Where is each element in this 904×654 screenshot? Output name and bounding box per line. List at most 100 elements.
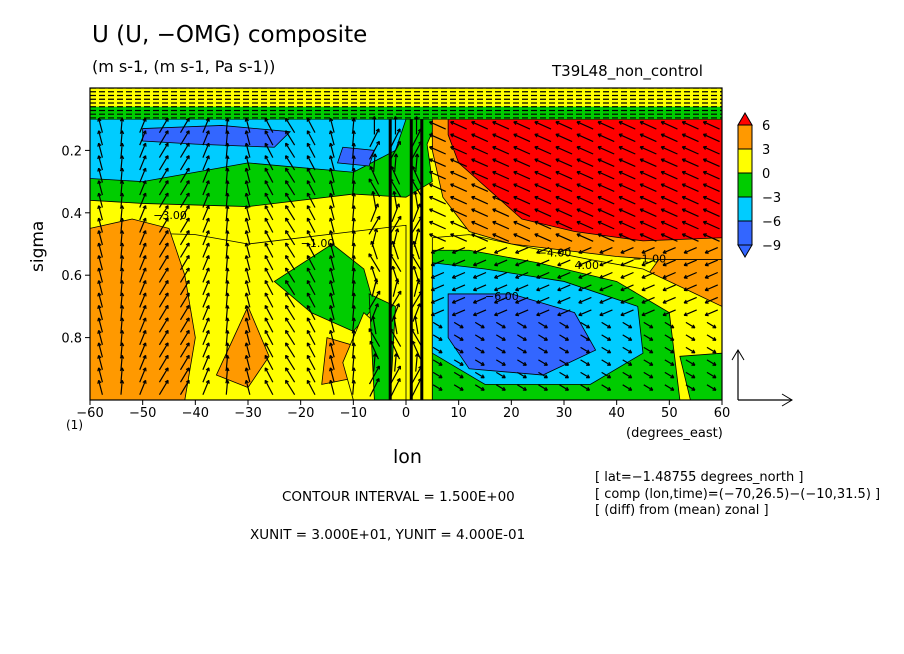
vector-arrowhead [205, 117, 210, 121]
vector-arrowhead [205, 205, 210, 209]
vector-arrowhead [225, 305, 229, 309]
vector-arrow [285, 230, 296, 246]
x-tick-label: −60 [76, 406, 103, 421]
vector-arrow [202, 242, 210, 258]
vector-arrowhead [597, 121, 601, 125]
vector-arrowhead [503, 324, 506, 329]
x-tick-label: −20 [287, 406, 314, 421]
vector-arrowhead [481, 349, 485, 354]
vector-arrowhead [492, 196, 496, 200]
vector-arrow [352, 118, 355, 133]
vector-arrowhead [555, 171, 559, 175]
vector-arrowhead [244, 255, 247, 260]
vector-arrow [245, 168, 251, 183]
x-tick-label: 30 [556, 406, 573, 421]
vector-arrowhead [471, 133, 475, 138]
field-group: −3.00 −1.00 −4.00 −6.00 4.00 −1.00 [90, 88, 722, 400]
vector-arrow [599, 309, 613, 316]
vector-arrowhead [639, 183, 643, 188]
vector-arrow [706, 346, 717, 354]
vector-arrow [576, 146, 594, 155]
vector-arrow [471, 171, 489, 180]
vector-arrow [471, 208, 489, 217]
vector-arrow [618, 183, 636, 192]
vector-arrow [120, 355, 123, 370]
vector-arrow [664, 384, 675, 391]
vector-arrowhead [244, 143, 247, 147]
vector-arrow [620, 284, 634, 291]
vector-arrowhead [608, 386, 612, 391]
vector-arrowhead [439, 349, 443, 354]
vector-arrow [389, 178, 402, 198]
vector-arrowhead [164, 217, 169, 221]
vector-arrow [329, 305, 335, 320]
vector-arrow [557, 296, 571, 304]
vector-arrowhead [244, 205, 247, 210]
vector-arrow [98, 242, 103, 258]
vector-arrowhead [225, 167, 229, 172]
vector-arrowhead [660, 158, 664, 163]
vector-arrowhead [376, 215, 381, 219]
vector-arrowhead [702, 121, 706, 125]
vector-arrow [494, 284, 508, 291]
vector-arrow [662, 296, 676, 304]
vector-arrow [245, 143, 251, 158]
vector-arrowhead [513, 146, 517, 150]
vector-arrow [660, 221, 678, 230]
vector-arrow [264, 280, 274, 296]
vector-arrow [495, 371, 506, 379]
vector-arrowhead [97, 380, 100, 384]
vector-arrowhead [244, 118, 247, 122]
vector-arrow [682, 133, 699, 143]
vector-arrowhead [328, 355, 331, 359]
vector-arrowhead [119, 355, 123, 359]
vector-arrowhead [185, 242, 190, 246]
vector-arrow [429, 196, 446, 205]
vector-arrow [452, 309, 466, 316]
vector-arrowhead [471, 208, 475, 213]
vector-arrowhead [566, 324, 570, 329]
vector-arrowhead [119, 217, 123, 222]
vector-arrowhead [566, 361, 570, 366]
vector-arrow [390, 166, 401, 185]
vector-arrow [622, 346, 633, 354]
vector-arrowhead [328, 267, 331, 272]
vector-arrow [202, 305, 210, 321]
vector-arrow [662, 309, 676, 316]
vector-arrow [513, 183, 531, 192]
vector-arrow [664, 334, 675, 341]
vector-arrowhead [639, 146, 643, 150]
vector-arrow [225, 317, 229, 333]
vector-arrow [660, 133, 678, 143]
vector-arrow [306, 292, 316, 308]
vector-arrow [429, 121, 446, 130]
reference-vector-x-head [781, 393, 793, 407]
vector-arrowhead [225, 280, 229, 284]
vector-arrow [431, 284, 445, 291]
vector-arrow [643, 334, 654, 341]
vector-arrowhead [681, 171, 685, 175]
vector-arrow [534, 233, 552, 242]
y-tick-label: 0.6 [61, 269, 82, 284]
vector-arrow [429, 146, 446, 155]
vector-arrow [706, 384, 717, 391]
vector-arrow [453, 346, 464, 354]
vector-arrow [139, 305, 147, 321]
vector-arrowhead [450, 221, 454, 225]
vector-arrowhead [373, 228, 378, 232]
vector-arrow [225, 193, 229, 208]
vector-arrow [576, 208, 594, 217]
vector-arrowhead [566, 386, 570, 391]
vector-arrowhead [492, 208, 496, 213]
vector-arrow [495, 346, 506, 354]
vector-arrowhead [328, 380, 331, 384]
top-band [90, 88, 722, 107]
vector-arrow [706, 321, 717, 329]
vector-arrowhead [374, 203, 379, 207]
vector-arrow [599, 259, 613, 266]
vector-arrowhead [681, 121, 685, 125]
vector-arrowhead [244, 355, 247, 359]
vector-arrow [179, 380, 190, 396]
vector-arrow [601, 321, 611, 329]
field-region [90, 218, 196, 400]
